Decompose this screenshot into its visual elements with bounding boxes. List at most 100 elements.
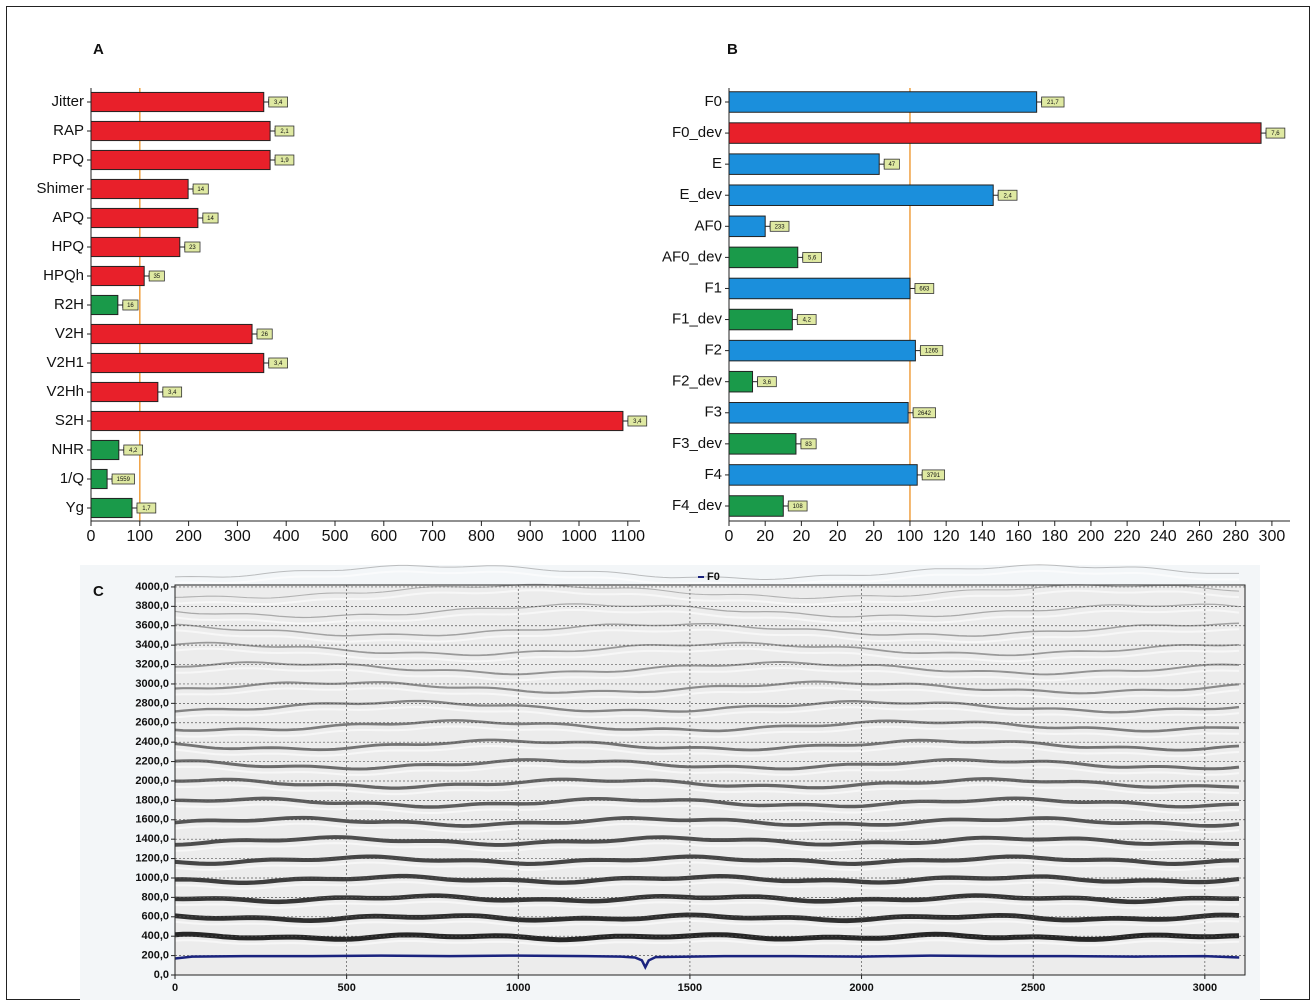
x-tick-label: 120 bbox=[933, 528, 960, 545]
x-tick-label: 240 bbox=[1150, 528, 1177, 545]
x-tick-label: 2500 bbox=[1021, 982, 1045, 994]
x-tick-label: 160 bbox=[1005, 528, 1032, 545]
bar bbox=[90, 91, 265, 113]
harmonic-band bbox=[174, 912, 1240, 924]
category-label: PPQ bbox=[52, 151, 84, 168]
x-tick-label: 20 bbox=[829, 528, 847, 545]
box-label: 233 bbox=[775, 224, 786, 230]
y-tick-label: 4000,0 bbox=[135, 581, 169, 593]
label-box bbox=[912, 407, 936, 419]
x-tick-label: 2000 bbox=[849, 982, 873, 994]
box-label: 7,6 bbox=[1271, 131, 1280, 137]
box-label: 3,6 bbox=[763, 380, 772, 386]
category-label: F4_dev bbox=[672, 497, 723, 514]
category-label: F3 bbox=[704, 404, 722, 421]
harmonic-shadow bbox=[174, 822, 1240, 834]
harmonic-band bbox=[174, 699, 1240, 714]
category-label: E_dev bbox=[679, 186, 722, 203]
box-label: 14 bbox=[197, 187, 204, 193]
label-box bbox=[997, 189, 1018, 201]
bar bbox=[90, 497, 133, 519]
harmonic-band bbox=[174, 641, 1240, 657]
bar bbox=[90, 323, 253, 345]
x-tick-label: 100 bbox=[897, 528, 924, 545]
y-tick-label: 2400,0 bbox=[135, 736, 169, 748]
box-label: 2642 bbox=[918, 411, 932, 417]
category-label: RAP bbox=[53, 122, 84, 139]
label-box bbox=[914, 283, 935, 294]
x-tick-label: 180 bbox=[1041, 528, 1068, 545]
box-label: 14 bbox=[207, 216, 214, 222]
y-tick-label: 2000,0 bbox=[135, 775, 169, 787]
label-box bbox=[769, 220, 790, 232]
y-tick-label: 2600,0 bbox=[135, 717, 169, 729]
category-label: Jitter bbox=[51, 93, 84, 110]
category-label: AF0 bbox=[694, 217, 722, 234]
bar bbox=[90, 468, 108, 490]
x-tick-label: 900 bbox=[517, 528, 544, 545]
box-label: 1559 bbox=[117, 477, 131, 483]
x-tick-label: 260 bbox=[1186, 528, 1213, 545]
y-tick-label: 1400,0 bbox=[135, 833, 169, 845]
bar bbox=[728, 495, 784, 517]
bar bbox=[90, 439, 120, 461]
label-box bbox=[122, 299, 139, 311]
y-tick-label: 200,0 bbox=[141, 950, 169, 962]
bar bbox=[90, 236, 181, 258]
bar bbox=[90, 149, 271, 171]
harmonic-band bbox=[174, 680, 1240, 695]
harmonic-band bbox=[174, 873, 1240, 885]
x-tick-label: 700 bbox=[419, 528, 446, 545]
bar bbox=[90, 207, 199, 229]
y-tick-label: 3600,0 bbox=[135, 620, 169, 632]
label-box bbox=[274, 154, 295, 166]
panel-label: B bbox=[727, 41, 738, 58]
bar bbox=[728, 339, 916, 362]
box-label: 83 bbox=[805, 442, 812, 448]
box-label: 21,7 bbox=[1047, 100, 1059, 106]
box-label: 16 bbox=[127, 303, 134, 309]
x-tick-label: 400 bbox=[273, 528, 300, 545]
label-box bbox=[796, 314, 817, 325]
label-box bbox=[800, 438, 817, 450]
bar bbox=[728, 91, 1038, 113]
label-box bbox=[921, 469, 946, 481]
label-box bbox=[162, 386, 183, 398]
label-box bbox=[1265, 127, 1286, 139]
harmonic-shadow bbox=[174, 725, 1240, 739]
bar bbox=[90, 265, 145, 287]
label-box bbox=[123, 444, 144, 456]
label-box bbox=[1041, 96, 1065, 108]
box-label: 3,4 bbox=[274, 361, 283, 367]
harmonic-shadow bbox=[175, 783, 1240, 796]
legend-label: F0 bbox=[707, 571, 720, 583]
y-tick-label: 3800,0 bbox=[135, 600, 169, 612]
harmonic-shadow bbox=[174, 881, 1240, 890]
box-label: 3,4 bbox=[633, 419, 642, 425]
label-box bbox=[802, 251, 822, 263]
x-tick-label: 200 bbox=[175, 528, 202, 545]
bar bbox=[728, 433, 797, 455]
x-tick-label: 1500 bbox=[678, 982, 702, 994]
x-tick-label: 300 bbox=[224, 528, 251, 545]
panel-label: C bbox=[93, 583, 104, 600]
category-label: NHR bbox=[52, 441, 85, 458]
x-tick-label: 0 bbox=[87, 528, 96, 545]
category-label: F1 bbox=[704, 279, 722, 296]
category-label: F3_dev bbox=[672, 435, 723, 452]
bar bbox=[728, 464, 918, 486]
category-label: F2_dev bbox=[672, 373, 723, 390]
bar bbox=[728, 153, 880, 175]
label-box bbox=[111, 473, 135, 485]
harmonic-shadow bbox=[174, 919, 1240, 928]
category-label: F4 bbox=[704, 466, 722, 483]
bar bbox=[728, 184, 994, 206]
harmonic-shadow bbox=[174, 647, 1240, 663]
label-box bbox=[274, 125, 295, 137]
f0-line bbox=[174, 954, 1240, 970]
category-label: F0 bbox=[704, 93, 722, 110]
box-label: 4,2 bbox=[129, 448, 138, 454]
harmonic-band bbox=[174, 835, 1240, 847]
x-tick-label: 200 bbox=[1078, 528, 1105, 545]
